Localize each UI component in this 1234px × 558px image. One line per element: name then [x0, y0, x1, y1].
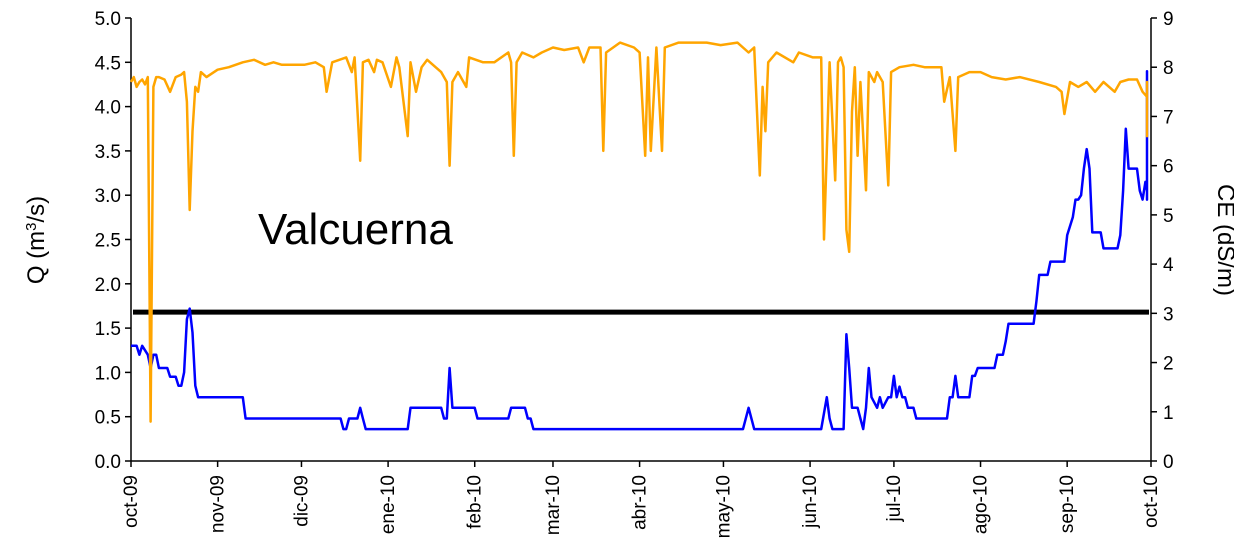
y-axis-left-title-main: Q (m — [23, 231, 50, 284]
x-tick-label: jun-10 — [800, 475, 821, 529]
y-right-tick-label: 6 — [1163, 157, 1174, 178]
x-tick-label: nov-09 — [208, 475, 229, 533]
x-tick-label: abr-10 — [630, 475, 651, 530]
chart-annotation: Valcuerna — [258, 205, 453, 254]
x-tick-label: dic-09 — [291, 475, 312, 527]
series-layer — [129, 41, 1149, 431]
y-left-tick-label: 0.0 — [95, 452, 121, 473]
y-right-tick-label: 9 — [1163, 9, 1174, 30]
x-tick-label: ago-10 — [971, 475, 992, 534]
y-right-tick-label: 8 — [1163, 58, 1174, 79]
y-right-tick-label: 0 — [1163, 452, 1174, 473]
x-tick-label: oct-09 — [121, 475, 142, 528]
y-left-tick-label: 2.5 — [95, 231, 121, 252]
y-left-tick-label: 2.0 — [95, 275, 121, 296]
y-left-tick-label: 3.5 — [95, 142, 121, 163]
y-left-tick-label: 1.5 — [95, 319, 121, 340]
y-right-tick-label: 1 — [1163, 403, 1174, 424]
y-left-tick-label: 4.0 — [95, 98, 121, 119]
y-right-tick-label: 2 — [1163, 354, 1174, 375]
y-left-tick-label: 4.5 — [95, 53, 121, 74]
y-left-tick-label: 0.5 — [95, 408, 121, 429]
series-line-ce — [129, 41, 1149, 423]
y-axis-left-title-end: /s) — [23, 196, 50, 223]
y-axis-left-title-sup: 3 — [23, 223, 40, 231]
x-tick-label: feb-10 — [465, 475, 486, 529]
y-left-tick-label: 3.0 — [95, 186, 121, 207]
y-left-tick-label: 5.0 — [95, 9, 121, 30]
y-axis-right-title: CE (dS/m) — [1212, 184, 1234, 296]
x-tick-label: sep-10 — [1057, 475, 1078, 533]
y-right-tick-label: 4 — [1163, 255, 1174, 276]
y-right-tick-label: 3 — [1163, 304, 1174, 325]
x-tick-label: oct-10 — [1141, 475, 1162, 528]
x-tick-label: jul-10 — [884, 475, 905, 522]
x-tick-label: may-10 — [713, 475, 734, 538]
y-right-tick-label: 7 — [1163, 107, 1174, 128]
y-left-tick-label: 1.0 — [95, 363, 121, 384]
y-right-tick-label: 5 — [1163, 206, 1174, 227]
series-line-q — [131, 69, 1149, 431]
x-tick-label: mar-10 — [543, 475, 564, 535]
y-axis-left-title: Q (m3/s) — [23, 196, 51, 284]
x-tick-label: ene-10 — [378, 475, 399, 534]
axes-layer: 0.0 0.5 1.0 1.5 2.0 2.5 3.0 3.5 4.0 4.5 5.0 0 1 2 3 4 5 6… — [95, 9, 1174, 538]
